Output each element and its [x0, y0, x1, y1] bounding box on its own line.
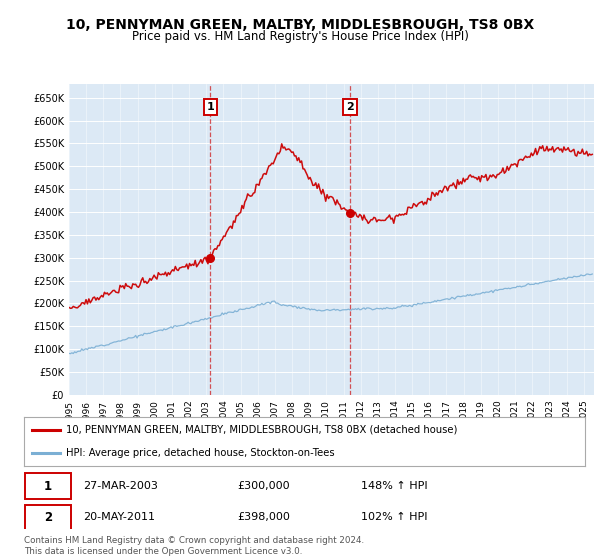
Text: HPI: Average price, detached house, Stockton-on-Tees: HPI: Average price, detached house, Stoc…	[66, 447, 335, 458]
Text: £398,000: £398,000	[237, 512, 290, 522]
Text: 27-MAR-2003: 27-MAR-2003	[83, 481, 158, 491]
FancyBboxPatch shape	[25, 505, 71, 530]
FancyBboxPatch shape	[25, 473, 71, 498]
Text: 1: 1	[206, 102, 214, 112]
Text: 2: 2	[44, 511, 52, 524]
Text: 148% ↑ HPI: 148% ↑ HPI	[361, 481, 427, 491]
Text: £300,000: £300,000	[237, 481, 290, 491]
Text: 20-MAY-2011: 20-MAY-2011	[83, 512, 155, 522]
Text: 102% ↑ HPI: 102% ↑ HPI	[361, 512, 427, 522]
Text: 10, PENNYMAN GREEN, MALTBY, MIDDLESBROUGH, TS8 0BX: 10, PENNYMAN GREEN, MALTBY, MIDDLESBROUG…	[66, 18, 534, 32]
Text: 1: 1	[44, 479, 52, 493]
Text: 10, PENNYMAN GREEN, MALTBY, MIDDLESBROUGH, TS8 0BX (detached house): 10, PENNYMAN GREEN, MALTBY, MIDDLESBROUG…	[66, 425, 457, 435]
Text: 2: 2	[346, 102, 354, 112]
Text: Contains HM Land Registry data © Crown copyright and database right 2024.
This d: Contains HM Land Registry data © Crown c…	[24, 536, 364, 556]
Text: Price paid vs. HM Land Registry's House Price Index (HPI): Price paid vs. HM Land Registry's House …	[131, 30, 469, 43]
